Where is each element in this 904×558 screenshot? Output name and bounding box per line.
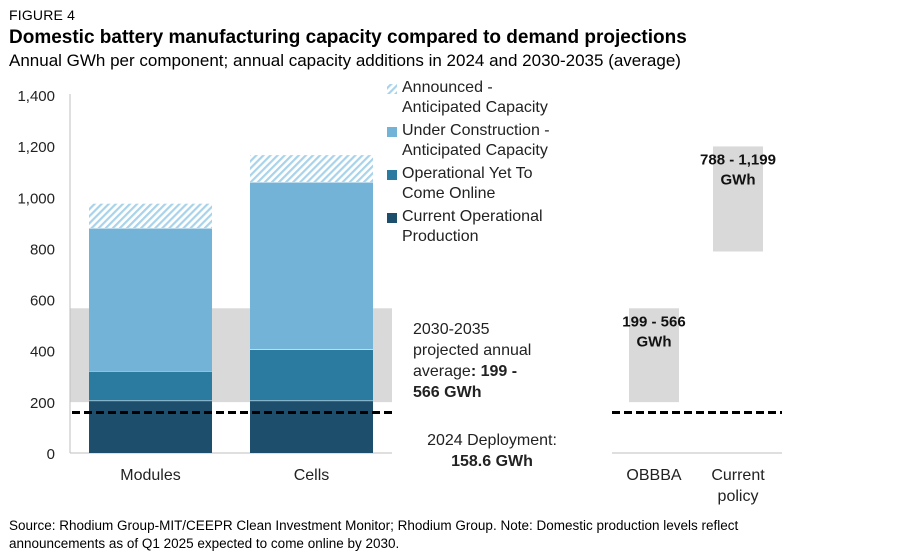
y-tick-label: 1,400 (17, 88, 55, 105)
scenario-value-label: GWh (637, 333, 672, 350)
bar-operational-yet (89, 371, 212, 401)
scenario-range-bar (629, 308, 679, 403)
source-line-1: Source: Rhodium Group-MIT/CEEPR Clean In… (9, 518, 739, 533)
bar-operational-yet (250, 349, 373, 401)
bar-current-operational (250, 400, 373, 453)
scenario-range-bar (713, 146, 763, 252)
legend-swatch (387, 213, 397, 223)
legend-label: Anticipated Capacity (402, 99, 548, 116)
y-tick-label: 1,200 (17, 139, 55, 156)
range-annotation: average: 199 - (413, 363, 517, 380)
chart-title: Domestic battery manufacturing capacity … (9, 27, 687, 48)
legend-label: Production (402, 228, 479, 245)
range-annotation-value: : 199 - (471, 363, 517, 380)
scenario-value-label: 199 - 566 (622, 313, 685, 330)
scenario-value-label: 788 - 1,199 (700, 151, 776, 168)
scenario-label: OBBBA (626, 467, 681, 484)
range-annotation: 566 GWh (413, 384, 481, 401)
battery-capacity-chart: 0 200 400 600 800 1,000 1,200 1,400 Modules Cells… (17, 79, 782, 505)
y-tick-label: 200 (30, 395, 55, 412)
bar-current-operational (89, 400, 212, 453)
source-note: Source: Rhodium Group-MIT/CEEPR Clean In… (9, 517, 889, 553)
legend-label: Anticipated Capacity (402, 142, 548, 159)
bar-announced (250, 155, 373, 182)
figure-label: FIGURE 4 (9, 7, 76, 23)
y-tick-label: 0 (47, 446, 55, 463)
range-annotation: 2030-2035 (413, 321, 490, 338)
category-label: Cells (294, 467, 330, 484)
legend-swatch (387, 84, 397, 94)
scenario-label: Current (711, 467, 765, 484)
legend-label: Come Online (402, 185, 495, 202)
y-tick-label: 600 (30, 293, 55, 310)
scenario-label: policy (718, 488, 759, 505)
source-line-2: announcements as of Q1 2025 expected to … (9, 536, 400, 551)
bar-announced (89, 203, 212, 228)
legend-label: Operational Yet To (402, 165, 533, 182)
category-label: Modules (120, 467, 180, 484)
y-tick-label: 400 (30, 344, 55, 361)
bar-under-construction (250, 181, 373, 350)
scenario-value-label: GWh (721, 171, 756, 188)
legend-swatch (387, 127, 397, 137)
legend-label: Current Operational (402, 208, 543, 225)
legend-label: Announced - (402, 79, 493, 96)
deployment-annotation: 158.6 GWh (451, 453, 533, 470)
range-annotation: projected annual (413, 342, 531, 359)
deployment-annotation: 2024 Deployment: (427, 432, 557, 449)
y-tick-label: 800 (30, 241, 55, 258)
legend-swatch (387, 170, 397, 180)
bar-under-construction (89, 227, 212, 372)
range-annotation-average: average (413, 363, 471, 380)
chart-subtitle: Annual GWh per component; annual capacit… (9, 51, 681, 70)
legend-label: Under Construction - (402, 122, 550, 139)
y-tick-label: 1,000 (17, 190, 55, 207)
